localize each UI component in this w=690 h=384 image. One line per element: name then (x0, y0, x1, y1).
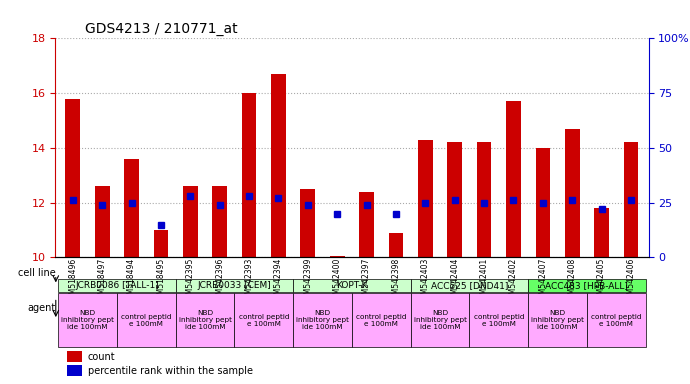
Text: control peptid
e 100mM: control peptid e 100mM (591, 313, 642, 326)
FancyBboxPatch shape (411, 279, 528, 292)
Text: control peptid
e 100mM: control peptid e 100mM (121, 313, 172, 326)
Text: GSM542405: GSM542405 (597, 258, 606, 305)
Bar (271, 74, 286, 257)
Text: GSM518497: GSM518497 (98, 258, 107, 305)
Text: GSM542406: GSM542406 (627, 258, 635, 305)
Text: GSM518496: GSM518496 (68, 258, 77, 305)
FancyBboxPatch shape (352, 293, 411, 347)
Text: GSM542398: GSM542398 (391, 258, 400, 305)
Text: GSM542395: GSM542395 (186, 258, 195, 305)
Bar (594, 208, 609, 257)
Text: control peptid
e 100mM: control peptid e 100mM (473, 313, 524, 326)
Text: ACC525 [DND41]: ACC525 [DND41] (431, 281, 508, 290)
Text: GSM542394: GSM542394 (274, 258, 283, 305)
Text: GSM518495: GSM518495 (157, 258, 166, 305)
Bar (241, 93, 257, 257)
Text: GSM542399: GSM542399 (304, 258, 313, 305)
Text: GSM518494: GSM518494 (127, 258, 136, 305)
Text: GSM542403: GSM542403 (421, 258, 430, 305)
FancyBboxPatch shape (469, 293, 528, 347)
Text: NBD
inhibitory pept
ide 100mM: NBD inhibitory pept ide 100mM (413, 310, 466, 330)
Text: count: count (88, 352, 115, 362)
FancyBboxPatch shape (235, 293, 293, 347)
FancyBboxPatch shape (411, 293, 469, 347)
Text: KOPT-K: KOPT-K (336, 281, 368, 290)
Text: ACC483 [HPB-ALL]: ACC483 [HPB-ALL] (546, 281, 629, 290)
FancyBboxPatch shape (587, 293, 646, 347)
Bar (154, 230, 168, 257)
Text: NBD
inhibitory pept
ide 100mM: NBD inhibitory pept ide 100mM (531, 310, 584, 330)
Text: JCRB0033 [CEM]: JCRB0033 [CEM] (197, 281, 271, 290)
Text: GSM542396: GSM542396 (215, 258, 224, 305)
Bar (213, 186, 227, 257)
Text: JCRB0086 [TALL-1]: JCRB0086 [TALL-1] (75, 281, 159, 290)
Bar (624, 142, 638, 257)
Bar (477, 142, 491, 257)
Text: GSM542400: GSM542400 (333, 258, 342, 305)
FancyBboxPatch shape (293, 293, 352, 347)
Bar (535, 148, 550, 257)
FancyBboxPatch shape (58, 293, 117, 347)
Bar (330, 256, 344, 257)
Bar (506, 101, 521, 257)
FancyBboxPatch shape (176, 293, 235, 347)
Text: percentile rank within the sample: percentile rank within the sample (88, 366, 253, 376)
Text: control peptid
e 100mM: control peptid e 100mM (356, 313, 406, 326)
Bar (124, 159, 139, 257)
Text: NBD
inhibitory pept
ide 100mM: NBD inhibitory pept ide 100mM (296, 310, 349, 330)
Text: GSM542402: GSM542402 (509, 258, 518, 305)
Text: GSM542397: GSM542397 (362, 258, 371, 305)
Bar (388, 233, 404, 257)
Bar (95, 186, 110, 257)
Bar (67, 365, 82, 376)
Bar (183, 186, 197, 257)
FancyBboxPatch shape (117, 293, 176, 347)
Text: control peptid
e 100mM: control peptid e 100mM (239, 313, 289, 326)
Bar (565, 129, 580, 257)
Text: GSM542407: GSM542407 (538, 258, 547, 305)
Text: GSM542393: GSM542393 (244, 258, 254, 305)
FancyBboxPatch shape (293, 279, 411, 292)
FancyBboxPatch shape (528, 293, 587, 347)
Bar (447, 142, 462, 257)
FancyBboxPatch shape (528, 279, 646, 292)
Bar (359, 192, 374, 257)
Text: GSM542401: GSM542401 (480, 258, 489, 305)
Text: NBD
inhibitory pept
ide 100mM: NBD inhibitory pept ide 100mM (179, 310, 232, 330)
Bar (418, 140, 433, 257)
FancyBboxPatch shape (58, 279, 176, 292)
Text: GSM542408: GSM542408 (568, 258, 577, 305)
Text: GSM542404: GSM542404 (450, 258, 460, 305)
Bar (300, 189, 315, 257)
Text: GDS4213 / 210771_at: GDS4213 / 210771_at (85, 22, 237, 36)
Bar (67, 351, 82, 362)
Bar (66, 99, 80, 257)
FancyBboxPatch shape (176, 279, 293, 292)
Text: cell line: cell line (18, 268, 56, 278)
Text: agent: agent (28, 303, 56, 313)
Text: NBD
inhibitory pept
ide 100mM: NBD inhibitory pept ide 100mM (61, 310, 114, 330)
